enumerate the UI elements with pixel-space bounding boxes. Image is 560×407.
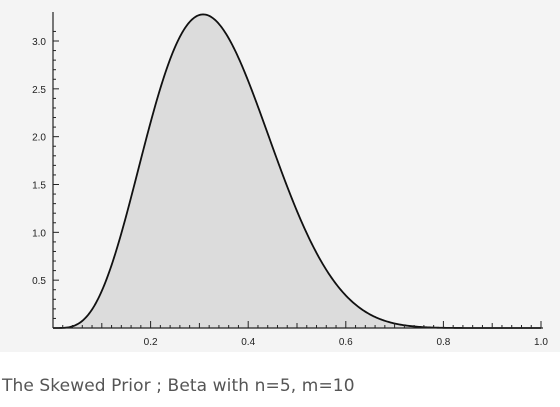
x-tick-label: 0.8 — [436, 337, 450, 348]
density-area — [53, 14, 541, 328]
y-tick-label: 1.5 — [32, 181, 46, 192]
figure-caption: The Skewed Prior ; Beta with n=5, m=10 — [2, 376, 355, 396]
y-tick-label: 2.0 — [32, 133, 46, 144]
y-tick-label: 1.0 — [32, 228, 46, 239]
x-tick-label: 0.6 — [339, 337, 353, 348]
y-tick-label: 0.5 — [32, 276, 46, 287]
axis-ticks: 0.2 0.4 0.6 0.8 1.0 0.5 1.0 1.5 2.0 2.5 3.0 — [32, 30, 548, 348]
beta-prior-chart: 0.2 0.4 0.6 0.8 1.0 0.5 1.0 1.5 2.0 2.5 3.0 — [32, 12, 548, 348]
y-tick-label: 2.5 — [32, 85, 46, 96]
x-tick-label: 0.4 — [241, 337, 255, 348]
x-tick-label: 1.0 — [534, 337, 548, 348]
y-tick-label: 3.0 — [32, 37, 46, 48]
x-tick-label: 0.2 — [144, 337, 158, 348]
